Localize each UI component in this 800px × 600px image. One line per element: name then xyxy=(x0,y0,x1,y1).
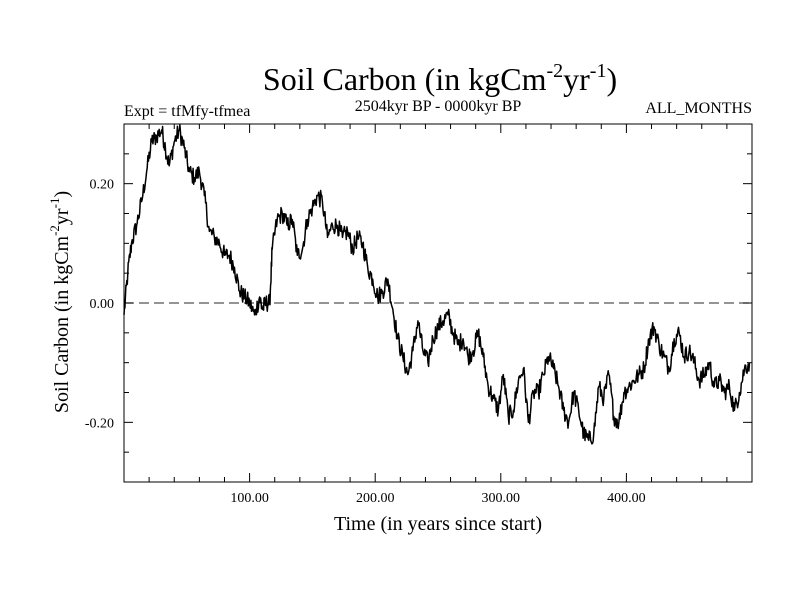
series-line-tfMfy-tfmea xyxy=(123,124,751,445)
x-tick-label: 400.00 xyxy=(607,491,646,506)
right-subtitle: ALL_MONTHS xyxy=(645,100,752,117)
y-tick-label: 0.00 xyxy=(90,297,115,312)
chart-title: Soil Carbon (in kgCm-2yr-1) xyxy=(263,60,617,97)
y-axis-label: Soil Carbon (in kgCm-2yr-1) xyxy=(47,191,73,413)
x-tick-label: 100.00 xyxy=(230,491,269,506)
axis-tick-labels: 100.00 200.00 300.00 400.00 -0.20 0.00 0.20 xyxy=(85,178,646,506)
left-subtitle: Expt = tfMfy-tfmea xyxy=(124,103,250,120)
axis-ticks xyxy=(124,124,752,482)
center-subtitle: 2504kyr BP - 0000kyr BP xyxy=(355,98,522,115)
y-tick-label: -0.20 xyxy=(85,416,114,431)
y-tick-label: 0.20 xyxy=(90,178,115,193)
x-tick-label: 300.00 xyxy=(482,491,521,506)
x-tick-label: 200.00 xyxy=(356,491,395,506)
x-axis-label: Time (in years since start) xyxy=(334,513,542,535)
